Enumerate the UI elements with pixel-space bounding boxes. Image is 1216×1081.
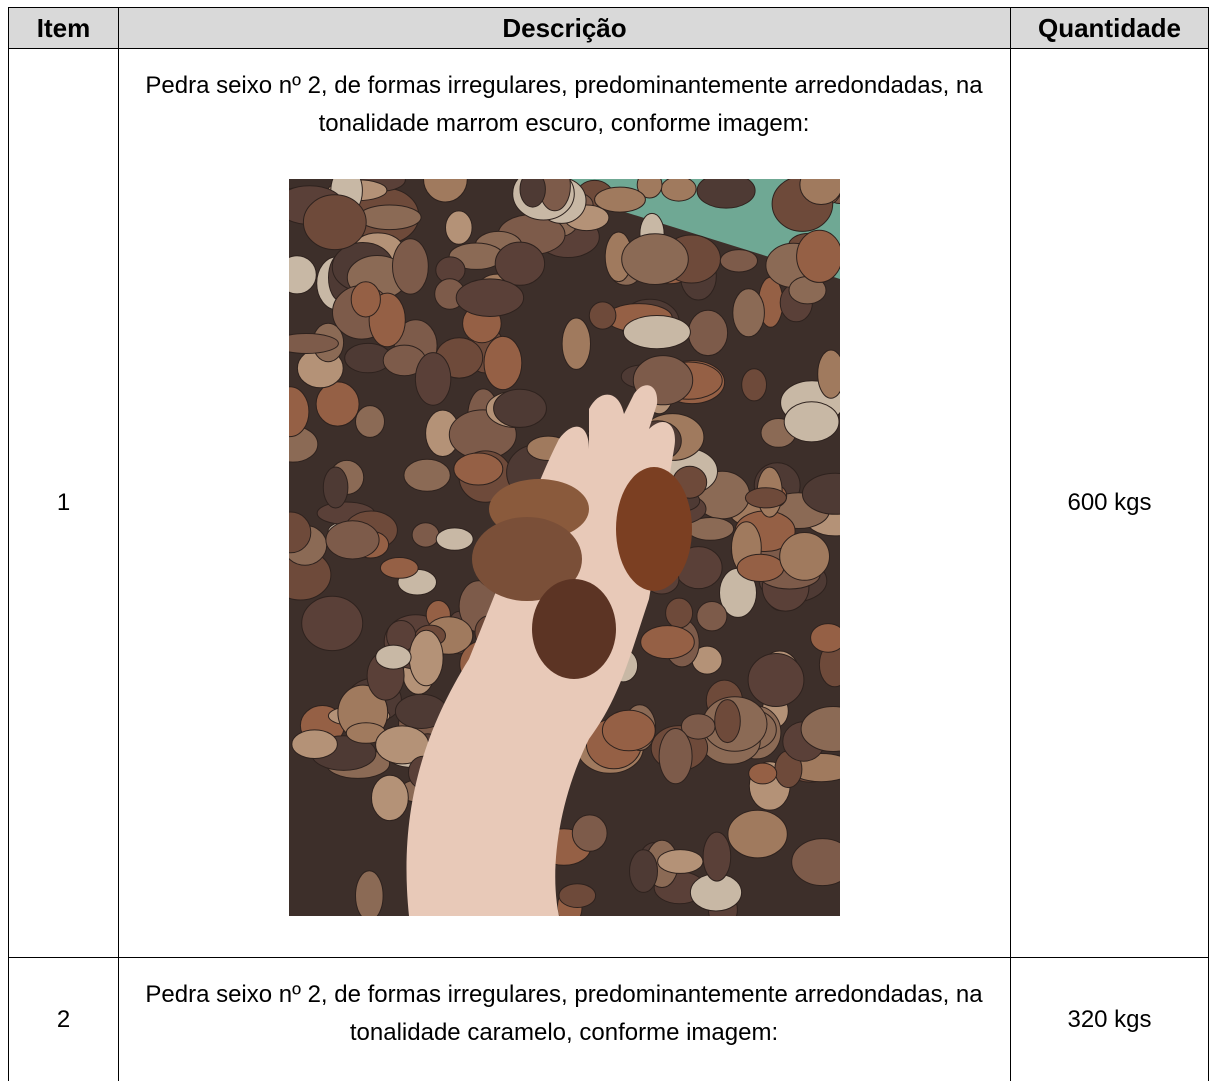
pebble [714,699,741,744]
pebble [392,238,429,295]
pebble [455,278,525,317]
pebble [799,179,840,205]
pebble [403,458,451,492]
header-background [8,8,1208,48]
pebble [660,179,697,202]
pebble [783,401,840,443]
pebble [810,623,840,653]
pebble [817,349,840,399]
quantity-cell: 320 kgs [1067,1005,1152,1033]
pebble [289,255,317,295]
pebble [796,229,840,283]
pebble [801,472,840,515]
pebble [289,386,310,438]
pebble [791,838,840,887]
pebble [302,194,367,251]
pebble [414,352,452,406]
pebble [411,522,440,548]
pebble [658,728,693,785]
pebble [301,595,364,652]
pebble [375,644,412,670]
pebble [719,249,758,273]
pebble [744,487,787,509]
pebble [736,553,785,582]
quantity-cell: 600 kgs [1067,489,1152,516]
border [1208,7,1209,1081]
border [8,957,1209,958]
pebble [322,466,349,509]
pebble [532,579,616,679]
pebble [594,186,646,213]
pebble [727,809,788,859]
pebble [472,517,582,601]
pebble [621,233,689,285]
pebble [732,288,765,338]
item-cell: 2 [56,1005,71,1033]
pebble [355,870,384,916]
pebble [445,210,473,245]
description-text: Pedra seixo nº 2, de formas irregulares,… [145,981,983,1046]
pebble [289,511,312,554]
border [118,7,119,1081]
pebble [696,601,728,632]
pebble [616,467,692,591]
pebble [493,388,547,428]
description-text: Pedra seixo nº 2, de formas irregulares,… [145,72,983,137]
pebble [657,849,704,874]
product-photo [289,179,840,916]
pebble [453,452,504,486]
pebble [379,557,419,579]
pebble [435,527,474,551]
pebble [747,653,805,707]
pebble [748,762,778,785]
pebble [571,814,608,852]
border [1010,7,1011,1081]
pebble [289,333,339,354]
pebble [629,849,658,893]
pebble [800,706,840,752]
border [8,7,9,1081]
pebble [315,381,360,427]
pebble [355,405,385,438]
pebble [494,241,546,286]
pebble [519,179,546,208]
pebble [558,883,597,908]
header-cell: Descrição [502,13,627,43]
pebble [350,281,381,318]
pebble [640,625,695,660]
pebble [741,368,768,402]
pebble [325,520,380,560]
pebble [696,179,756,209]
pebble [588,301,617,330]
header-cell: Quantidade [1037,13,1181,43]
header-cell: Item [36,13,91,43]
border [8,48,1209,49]
pebble [665,597,694,629]
pebble [423,179,468,203]
pebble [601,709,656,752]
pebble [561,317,591,370]
pebble [291,729,338,760]
pebble [483,335,523,391]
pebble [357,204,422,231]
pebble [702,831,732,882]
pebble [622,315,691,350]
pebble [408,629,444,687]
border [8,7,1209,8]
item-cell: 1 [56,489,71,516]
pebble [371,774,409,822]
pebble [779,532,830,581]
pebble [636,179,663,199]
pebble [687,309,729,357]
